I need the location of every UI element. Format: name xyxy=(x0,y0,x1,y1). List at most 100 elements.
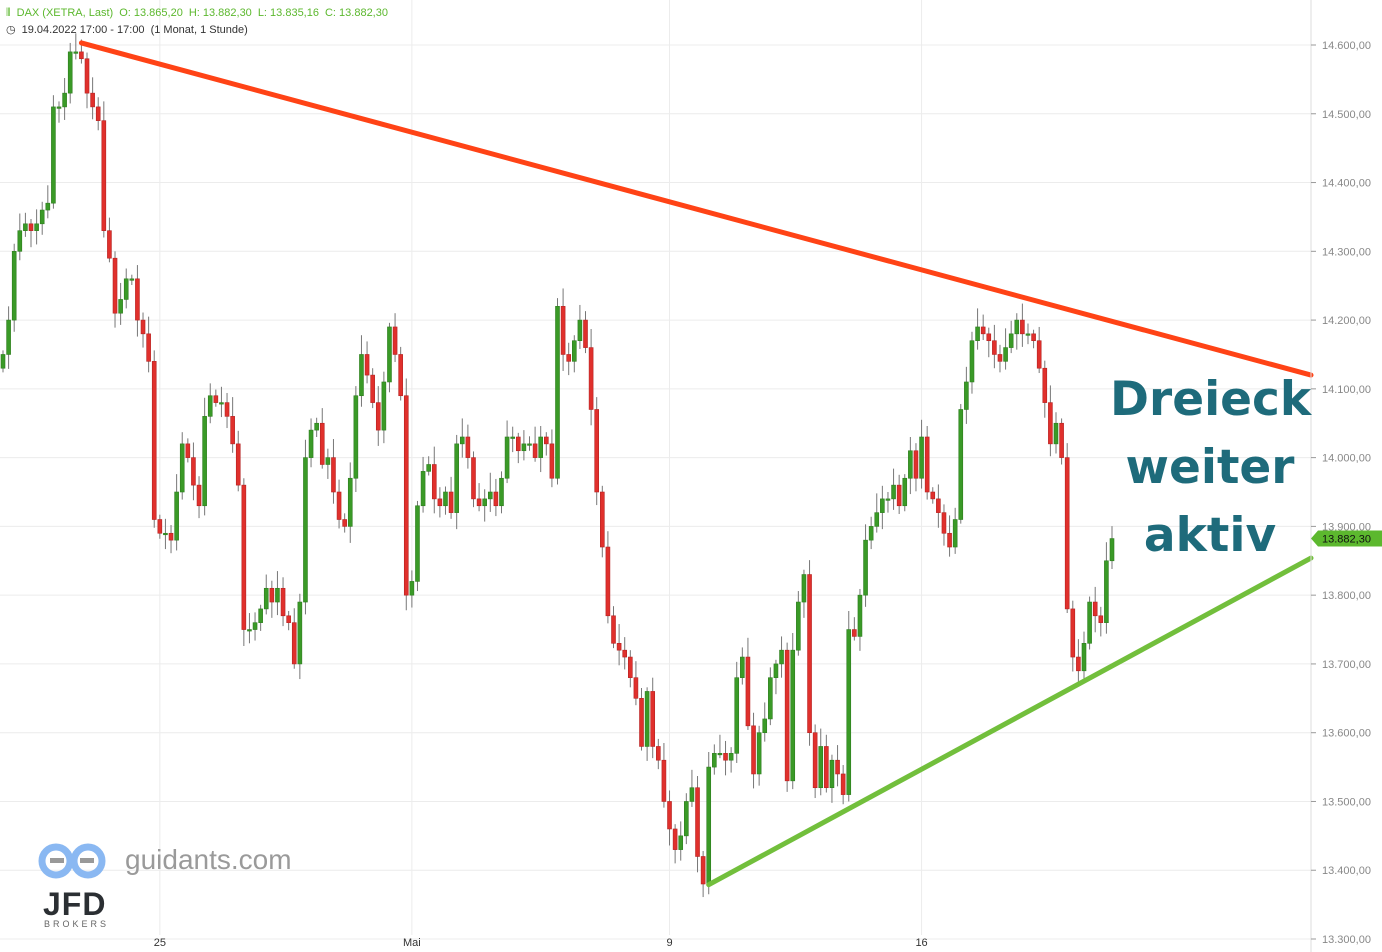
candle-body-up xyxy=(790,649,796,782)
candle-body-up xyxy=(303,457,308,603)
candle-body-up xyxy=(314,422,319,431)
candle-body-down xyxy=(852,629,857,637)
candle xyxy=(751,712,756,789)
candle-body-up xyxy=(1008,333,1014,348)
candle-body-up xyxy=(712,753,717,768)
candle-body-up xyxy=(874,512,880,527)
y-tick-label: 13.500,00 xyxy=(1322,796,1371,808)
jfd-logo: JFD xyxy=(43,886,107,922)
annotation-line-2: weiter xyxy=(1125,440,1295,495)
candle-body-up xyxy=(17,230,23,252)
candle xyxy=(426,456,431,476)
candle-body-up xyxy=(964,381,969,410)
candle-body-up xyxy=(756,732,762,775)
candle-body-down xyxy=(700,856,706,885)
candle-body-up xyxy=(975,326,980,342)
candle xyxy=(34,209,39,245)
candle-body-down xyxy=(924,436,930,493)
candle-body-up xyxy=(1081,642,1087,672)
candle xyxy=(992,324,997,369)
candle xyxy=(829,754,835,803)
candle-body-down xyxy=(639,698,644,747)
candle xyxy=(1042,360,1048,418)
candle xyxy=(1109,526,1115,570)
candle xyxy=(263,574,269,615)
candle-body-down xyxy=(84,58,90,94)
candle xyxy=(628,650,633,688)
candle xyxy=(364,341,370,384)
candle-body-down xyxy=(230,416,235,445)
candle-body-up xyxy=(45,202,51,211)
candle xyxy=(191,442,196,501)
candle xyxy=(611,606,616,649)
candle-body-down xyxy=(947,532,952,548)
ohlc-close: C: 13.882,30 xyxy=(324,7,388,19)
candle xyxy=(370,368,375,409)
price-axis[interactable]: 14.600,00 14.500,00 14.400,00 14.300,00 14.2… xyxy=(1311,40,1371,946)
candle xyxy=(146,316,151,373)
candle xyxy=(381,371,387,444)
candle-body-down xyxy=(784,649,790,782)
y-tick-label: 14.500,00 xyxy=(1322,109,1371,121)
instrument-name: DAX (XETRA, Last) xyxy=(16,7,114,19)
candle xyxy=(280,577,286,627)
candle-body-up xyxy=(179,443,185,493)
candle xyxy=(297,593,303,680)
candle-body-up xyxy=(347,477,353,527)
candle xyxy=(633,661,639,706)
candle-body-down xyxy=(1092,601,1098,617)
y-tick-label: 14.200,00 xyxy=(1322,315,1371,327)
candle-body-down xyxy=(1036,340,1042,369)
candle xyxy=(6,306,11,369)
candle xyxy=(952,507,958,554)
candle-body-down xyxy=(224,402,230,417)
candle xyxy=(482,489,487,522)
candle-body-down xyxy=(583,319,588,348)
candle-body-down xyxy=(1098,615,1104,623)
candle-body-down xyxy=(980,326,986,335)
candle xyxy=(543,432,549,456)
candle xyxy=(101,101,107,238)
candle-body-up xyxy=(487,491,493,500)
candle xyxy=(151,350,157,528)
candle-body-up xyxy=(538,436,543,458)
candle xyxy=(213,389,219,407)
candle-body-down xyxy=(672,828,678,850)
candle xyxy=(639,687,644,751)
resistance-trendline xyxy=(78,40,1314,378)
time-axis[interactable]: 25 Mai 9 16 xyxy=(154,937,928,949)
candle xyxy=(874,493,880,533)
candle-body-down xyxy=(824,746,829,789)
candle xyxy=(11,243,17,332)
candle-body-down xyxy=(241,484,247,630)
candle-body-down xyxy=(95,106,101,121)
last-price-tag: 13.882,30 xyxy=(1311,530,1382,547)
candle xyxy=(1048,385,1053,457)
candle xyxy=(622,637,628,670)
candle xyxy=(73,33,79,60)
candle-body-down xyxy=(611,615,616,644)
candle-body-up xyxy=(644,691,650,747)
candle-body-down xyxy=(140,319,146,335)
candle-body-up xyxy=(118,299,123,314)
candle-body-down xyxy=(101,120,107,231)
candle-body-up xyxy=(689,787,695,802)
candle-body-down xyxy=(319,422,325,465)
candle xyxy=(796,591,801,656)
candle-body-down xyxy=(1064,457,1070,610)
y-tick-label: 13.300,00 xyxy=(1322,934,1371,946)
candle xyxy=(1008,320,1014,354)
candle xyxy=(224,392,230,429)
candle xyxy=(728,747,734,773)
candle-body-up xyxy=(359,354,364,397)
candle-body-down xyxy=(398,354,403,397)
candle-body-down xyxy=(751,725,756,775)
candle-body-down xyxy=(280,587,286,617)
candle xyxy=(824,734,829,793)
candle-body-up xyxy=(521,443,527,452)
candle xyxy=(868,516,874,550)
candle xyxy=(835,745,840,787)
candle xyxy=(980,314,986,341)
candle xyxy=(650,677,656,759)
